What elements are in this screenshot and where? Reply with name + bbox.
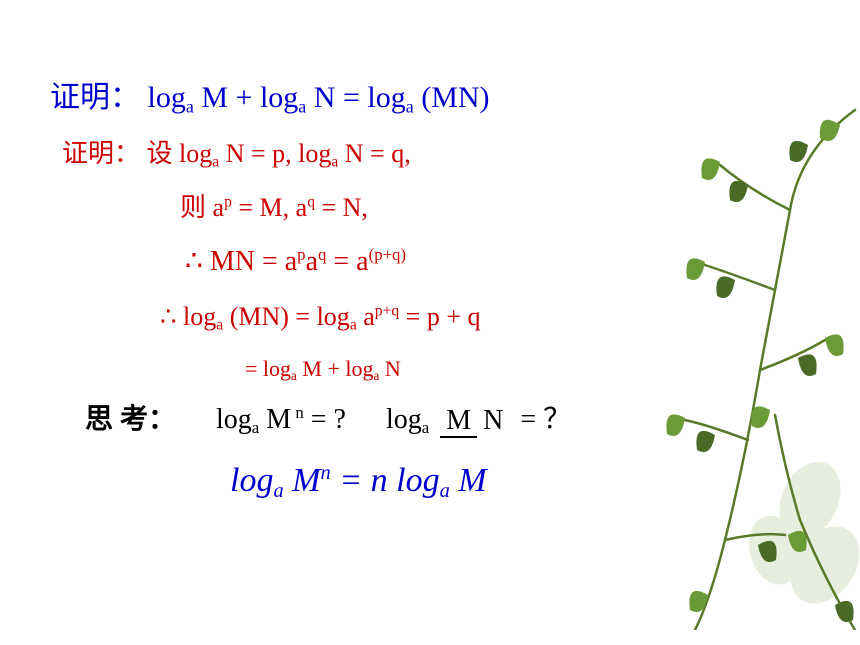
step1-formula: ap = M, aq = N, [213, 193, 368, 222]
set-zh: 设 [147, 139, 180, 168]
step3-formula: ∴ loga (MN) = loga ap+q = p + q [160, 302, 481, 331]
then-zh: 则 [180, 193, 206, 222]
proof-zh: 证明： [62, 139, 140, 168]
fraction: MN [440, 406, 509, 437]
proof-label: 证明： [50, 81, 140, 114]
proof-line: 证明： 设 loga N = p, loga N = q, [50, 134, 820, 174]
think-q2: loga MN = ？ [386, 399, 571, 441]
answer-line: loga Mn = n loga M [50, 455, 820, 507]
title-line: 证明： loga M + loga N = loga (MN) [50, 75, 820, 120]
think-line: 思 考： loga M n = ? loga MN = ？ [50, 399, 820, 441]
step1: 则 ap = M, aq = N, [50, 188, 820, 227]
step4-formula: = loga M + loga N [245, 356, 401, 381]
title-formula: loga M + loga N = loga (MN) [148, 81, 490, 114]
step3: ∴ loga (MN) = loga ap+q = p + q [50, 297, 820, 337]
think-q1: loga M n = ? [216, 399, 346, 441]
answer-formula: loga Mn = n loga M [230, 462, 487, 499]
step2: ∴ MN = apaq = a(p+q) [50, 241, 820, 283]
think-label: 思 考： [85, 399, 176, 441]
step4: = loga M + loga N [50, 352, 820, 386]
set-formula: loga N = p, loga N = q, [179, 139, 411, 168]
slide-content: 证明： loga M + loga N = loga (MN) 证明： 设 lo… [0, 0, 860, 645]
step2-formula: ∴ MN = apaq = a(p+q) [185, 246, 406, 277]
